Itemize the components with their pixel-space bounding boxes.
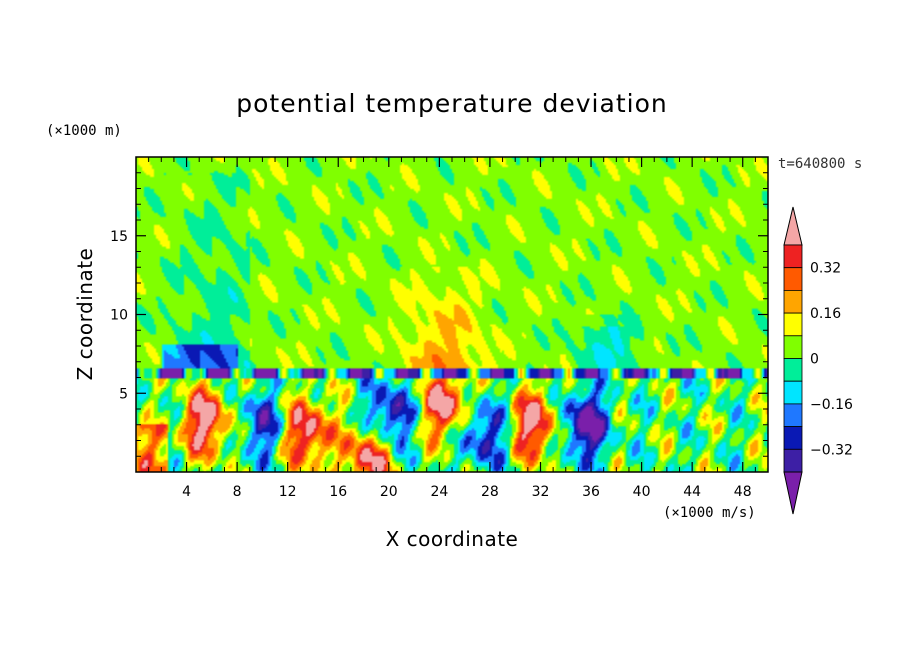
x-axis-title: X coordinate bbox=[386, 527, 519, 551]
x-tick-label: 4 bbox=[182, 484, 191, 500]
colorbar-band bbox=[783, 312, 803, 337]
colorbar-label: 0.16 bbox=[810, 306, 841, 322]
time-label: t=640800 s bbox=[778, 156, 862, 172]
x-tick-label: 44 bbox=[683, 484, 701, 500]
y-axis: 5 10 15 bbox=[110, 172, 768, 457]
colorbar-band bbox=[783, 289, 803, 314]
y-tick-label: 5 bbox=[119, 386, 128, 402]
colorbar-label: 0.32 bbox=[810, 261, 841, 277]
plot-area bbox=[135, 156, 769, 473]
y-unit-label: (×1000 m) bbox=[46, 123, 122, 139]
colorbar-band bbox=[783, 403, 803, 427]
colorbar-extend-min bbox=[783, 471, 803, 515]
x-tick-label: 16 bbox=[329, 484, 347, 500]
x-tick-label: 12 bbox=[279, 484, 297, 500]
colorbar-band bbox=[783, 426, 803, 450]
x-tick-label: 36 bbox=[582, 484, 600, 500]
colorbar-band bbox=[783, 267, 803, 291]
colorbar-band bbox=[783, 358, 803, 382]
colorbar-band bbox=[783, 244, 803, 269]
colorbar-extend-max bbox=[783, 206, 803, 246]
colorbar-band bbox=[783, 335, 803, 359]
y-tick-label: 15 bbox=[110, 229, 128, 245]
x-tick-label: 40 bbox=[633, 484, 651, 500]
x-unit-label: (×1000 m/s) bbox=[663, 505, 756, 521]
x-tick-label: 8 bbox=[233, 484, 242, 500]
colorbar-label: −0.16 bbox=[810, 397, 853, 413]
x-tick-label: 32 bbox=[532, 484, 550, 500]
colorbar-band bbox=[783, 380, 803, 405]
x-axis: 4 8 12 16 20 24 28 32 36 40 44 48 bbox=[148, 157, 756, 500]
x-tick-label: 24 bbox=[430, 484, 448, 500]
colorbar-label: −0.32 bbox=[810, 442, 853, 458]
contour-field bbox=[136, 157, 768, 472]
x-tick-label: 48 bbox=[734, 484, 752, 500]
colorbar-label: 0 bbox=[810, 352, 819, 368]
colorbar: 0.32 0.16 0 −0.16 −0.32 bbox=[783, 206, 853, 515]
y-axis-title: Z coordinate bbox=[73, 248, 97, 381]
y-tick-label: 10 bbox=[110, 308, 128, 324]
colorbar-band bbox=[783, 448, 803, 473]
x-tick-label: 28 bbox=[481, 484, 499, 500]
chart-title: potential temperature deviation bbox=[236, 89, 667, 118]
x-tick-label: 20 bbox=[380, 484, 398, 500]
